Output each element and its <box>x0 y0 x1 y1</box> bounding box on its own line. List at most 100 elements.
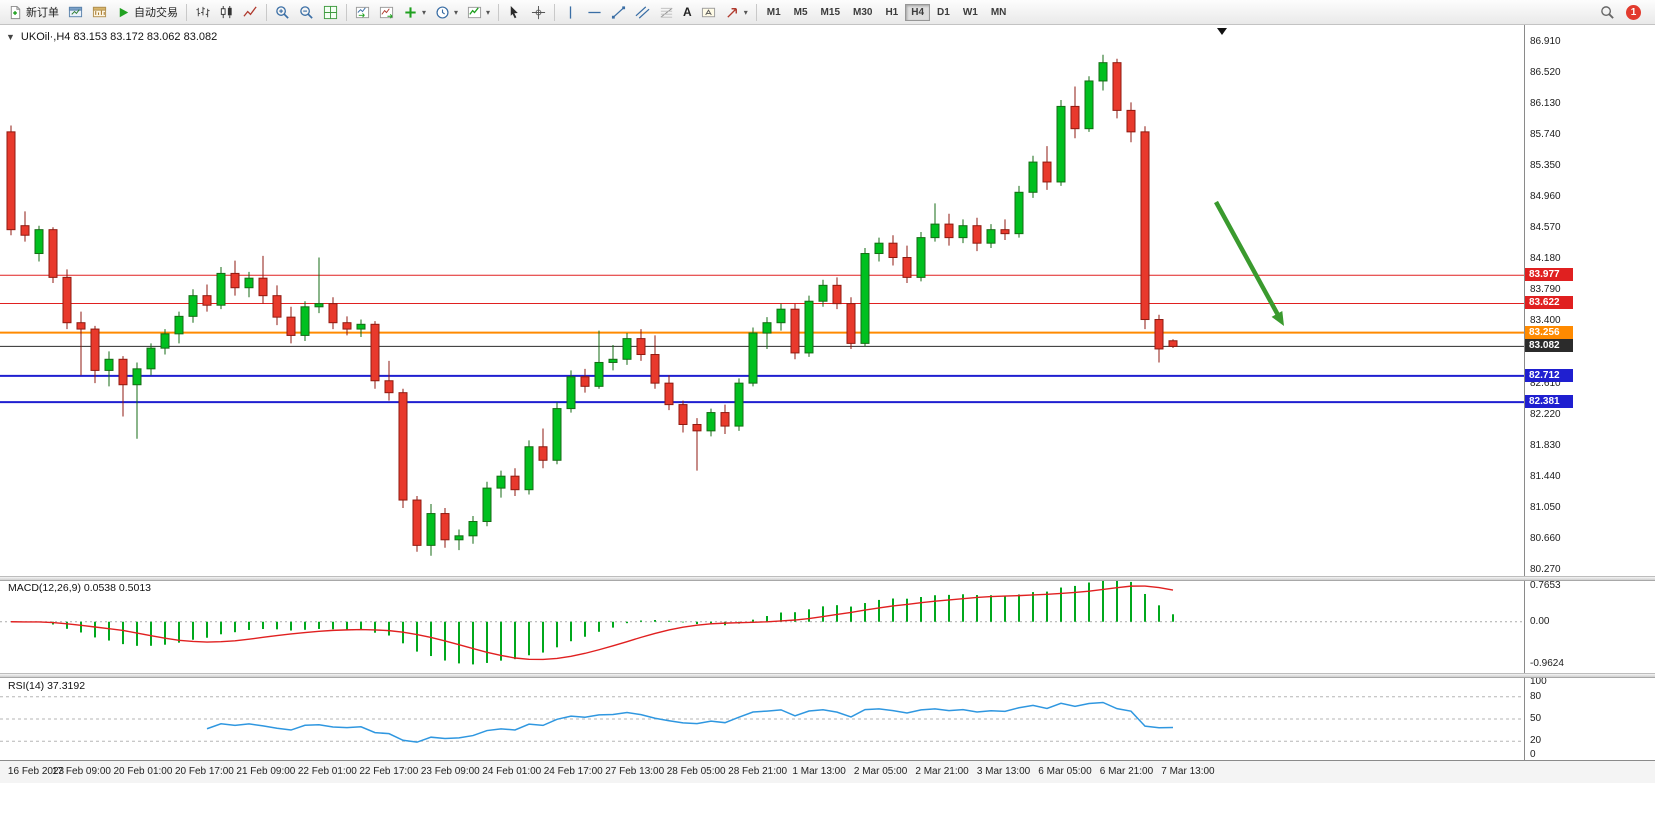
period-button[interactable]: ▾ <box>431 1 462 23</box>
collapse-chart-icon[interactable]: ▼ <box>6 32 15 42</box>
candle-body <box>118 358 128 386</box>
text-label-icon <box>701 5 716 20</box>
vertical-line-button[interactable] <box>559 1 582 23</box>
price-axis[interactable]: 0.7653 0.00 -0.9624 100 80 50 20 0 86.91… <box>1524 0 1655 827</box>
candlestick-chart-button[interactable] <box>215 1 238 23</box>
text-button[interactable]: A <box>679 1 696 23</box>
time-axis-label: 24 Feb 17:00 <box>543 766 603 777</box>
zoom-in-button[interactable] <box>271 1 294 23</box>
time-axis-label: 1 Mar 13:00 <box>792 766 846 777</box>
equidistant-channel-button[interactable] <box>631 1 654 23</box>
line-chart-icon <box>243 5 258 20</box>
candle-body <box>496 475 506 489</box>
candle-body <box>202 295 212 306</box>
candle-body <box>62 276 72 324</box>
candle-body <box>454 535 464 541</box>
chevron-down-icon: ▾ <box>743 7 748 17</box>
timeframe-m1-button[interactable]: M1 <box>766 6 781 18</box>
timeframe-d1-button[interactable]: D1 <box>937 6 950 18</box>
price-axis-label: 84.960 <box>1530 191 1561 203</box>
tile-windows-icon <box>323 5 338 20</box>
bar-chart-button[interactable] <box>191 1 214 23</box>
rsi-scale-label: 20 <box>1530 735 1542 746</box>
arrows-button[interactable]: ▾ <box>721 1 752 23</box>
time-axis-label: 22 Feb 01:00 <box>297 766 357 777</box>
autotrading-label: 自动交易 <box>134 7 178 19</box>
indicators-button[interactable]: ▾ <box>463 1 494 23</box>
open-chart-button[interactable] <box>64 1 87 23</box>
timeframe-mn-button[interactable]: MN <box>990 6 1007 18</box>
candle-body <box>846 303 856 344</box>
new-chart-button[interactable]: ▾ <box>399 1 430 23</box>
timeframe-m15-button[interactable]: M15 <box>820 6 840 18</box>
annotation-arrow[interactable] <box>1214 200 1280 317</box>
macd-scale-min: -0.9624 <box>1530 658 1564 669</box>
candle-body <box>370 323 380 382</box>
candle-body <box>524 446 534 491</box>
price-axis-separator <box>1524 25 1525 781</box>
time-axis-label: 7 Mar 13:00 <box>1161 766 1215 777</box>
candle-body <box>328 303 338 324</box>
new-order-icon <box>8 5 23 20</box>
timeframe-h1-button[interactable]: H1 <box>885 6 899 18</box>
tile-windows-button[interactable] <box>319 1 342 23</box>
fibonacci-icon <box>659 5 674 20</box>
price-axis-label: 86.130 <box>1530 98 1561 110</box>
zoom-out-button[interactable] <box>295 1 318 23</box>
time-axis-label: 20 Feb 17:00 <box>174 766 234 777</box>
profile-button[interactable] <box>88 1 111 23</box>
candle-body <box>1014 191 1024 235</box>
candle-body <box>958 225 968 239</box>
candle-body <box>790 308 800 354</box>
autotrading-button[interactable]: 自动交易 <box>112 1 182 23</box>
rsi-scale-label: 0 <box>1530 749 1536 760</box>
cursor-button[interactable] <box>503 1 526 23</box>
chart-plot[interactable] <box>0 25 1524 760</box>
cursor-icon <box>507 5 522 20</box>
timeframe-h4-button[interactable]: H4 <box>905 3 931 21</box>
candle-body <box>1154 319 1164 350</box>
trendline-icon <box>611 5 626 20</box>
text-label-button[interactable] <box>697 1 720 23</box>
timeframe-m5-button[interactable]: M5 <box>793 6 808 18</box>
line-chart-button[interactable] <box>239 1 262 23</box>
trendline-button[interactable] <box>607 1 630 23</box>
chevron-down-icon: ▾ <box>422 7 427 17</box>
candle-body <box>1000 229 1010 235</box>
price-axis-label: 83.790 <box>1530 284 1561 296</box>
price-tag: 83.256 <box>1525 325 1573 339</box>
candle-body <box>1112 62 1122 111</box>
candle-body <box>76 322 86 330</box>
price-axis-label: 85.740 <box>1530 129 1561 141</box>
candle-body <box>608 358 618 363</box>
time-axis[interactable]: 16 Feb 2023 17 Feb 09:00 20 Feb 01:00 20 Fe… <box>0 760 1655 783</box>
horizontal-line-button[interactable] <box>583 1 606 23</box>
fibonacci-button[interactable] <box>655 1 678 23</box>
candle-body <box>678 404 688 425</box>
candlestick-icon <box>219 5 234 20</box>
toolbar-separator <box>554 3 556 21</box>
macd-scale-zero: 0.00 <box>1530 616 1550 627</box>
arrow-tool-icon <box>725 5 740 20</box>
price-axis-label: 82.610 <box>1530 377 1561 389</box>
notification-badge[interactable]: 1 <box>1626 4 1641 20</box>
price-axis-label: 84.180 <box>1530 253 1561 265</box>
crosshair-button[interactable] <box>527 1 550 23</box>
candle-body <box>580 376 590 387</box>
candle-body <box>972 225 982 244</box>
search-button[interactable] <box>1596 1 1619 23</box>
time-axis-label: 2 Mar 05:00 <box>853 766 908 777</box>
auto-scroll-button[interactable] <box>351 1 374 23</box>
rsi-panel-divider[interactable] <box>0 673 1655 678</box>
chart-shift-marker[interactable] <box>1217 28 1227 35</box>
new-order-button[interactable]: 新订单 <box>4 1 63 23</box>
time-axis-label: 23 Feb 09:00 <box>420 766 480 777</box>
timeframe-w1-button[interactable]: W1 <box>962 6 978 18</box>
candle-body <box>720 412 730 427</box>
chart-shift-button[interactable] <box>375 1 398 23</box>
macd-panel-divider[interactable] <box>0 576 1655 581</box>
candle-body <box>664 382 674 406</box>
timeframe-m30-button[interactable]: M30 <box>853 6 873 18</box>
price-axis-label: 81.830 <box>1530 439 1561 451</box>
candle-body <box>650 354 660 384</box>
